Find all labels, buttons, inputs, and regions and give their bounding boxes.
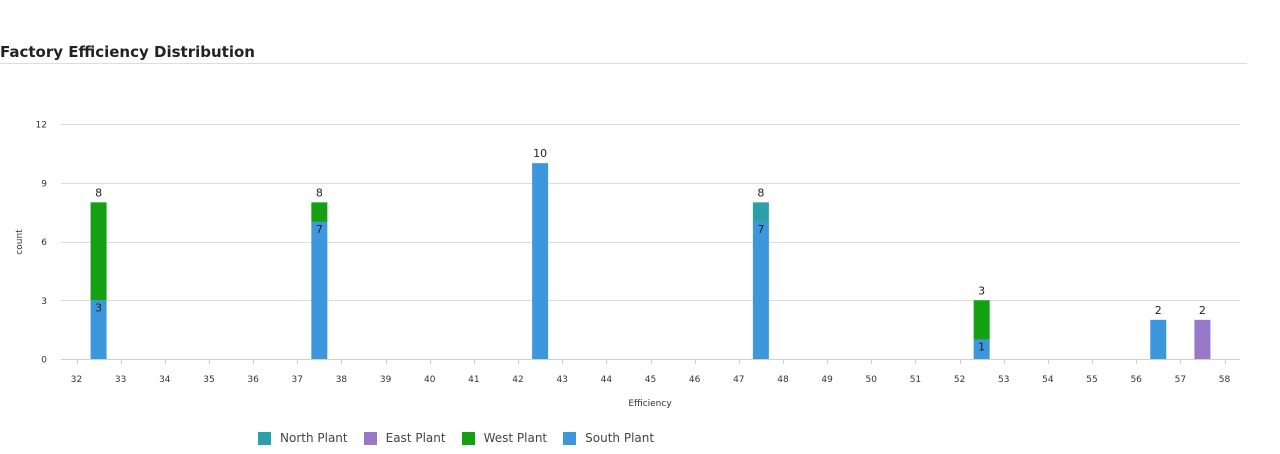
y-tick-label: 9 [41,179,47,189]
data-labels: 3 7 7 1 8 8 10 8 3 2 2 [95,147,1206,353]
bar-south-plant[interactable] [973,339,990,359]
legend-item-north-plant[interactable]: North Plant [258,431,348,445]
total-value-label: 3 [978,284,985,297]
x-tick-label: 46 [689,375,701,385]
total-value-label: 10 [533,147,547,160]
legend-label: North Plant [280,431,348,445]
y-tick-label: 6 [41,238,47,248]
x-tick-label: 58 [1219,375,1231,385]
grid-lines [61,124,1240,360]
bar-west-plant[interactable] [973,300,990,340]
total-value-label: 8 [316,186,323,199]
legend-item-south-plant[interactable]: South Plant [563,431,654,445]
x-tick-label: 47 [733,375,744,385]
x-tick-label: 43 [556,375,567,385]
total-value-label: 8 [95,186,102,199]
segment-value-label: 1 [978,340,985,353]
legend: North Plant East Plant West Plant South Pla… [258,431,670,445]
x-tick-label: 54 [1042,375,1054,385]
bar-south-plant[interactable] [1150,319,1167,359]
x-tick-label: 57 [1175,375,1186,385]
segment-value-label: 7 [757,223,764,236]
x-tick-label: 50 [866,375,878,385]
x-tick-label: 53 [998,375,1009,385]
x-tick-label: 39 [380,375,392,385]
bar-south-plant[interactable] [532,163,549,359]
bar-south-plant[interactable] [752,221,769,359]
y-tick-label: 3 [41,297,47,307]
x-axis-title: Efficiency [628,399,672,409]
x-tick-label: 49 [821,375,833,385]
total-value-label: 8 [757,186,764,199]
y-axis-title: count [15,229,25,255]
bar-south-plant[interactable] [311,221,328,359]
x-tick-label: 44 [601,375,613,385]
x-tick-label: 32 [71,375,82,385]
bar-east-plant[interactable] [1194,319,1211,359]
legend-swatch [258,431,271,445]
x-tick-label: 40 [424,375,436,385]
legend-label: South Plant [585,431,655,445]
legend-item-west-plant[interactable]: West Plant [461,431,548,445]
x-tick-label: 45 [645,375,656,385]
x-tick-label: 33 [115,375,126,385]
x-tick-label: 51 [910,375,921,385]
bar-west-plant[interactable] [90,202,107,301]
x-tick-label: 38 [336,375,348,385]
x-tick-label: 55 [1086,375,1097,385]
bar-west-plant[interactable] [311,202,328,222]
page-title: Factory Efficiency Distribution [0,43,255,61]
legend-label: East Plant [385,431,446,445]
y-tick-label: 12 [36,121,47,131]
x-tick-label: 48 [777,375,789,385]
legend-swatch [461,431,475,445]
title-divider [0,63,1247,64]
total-value-label: 2 [1199,304,1206,317]
segment-value-label: 3 [95,301,102,314]
segment-value-label: 7 [316,223,323,236]
x-tick-label: 52 [954,375,965,385]
x-tick-label: 35 [203,375,214,385]
y-tick-label: 0 [41,356,47,366]
legend-item-east-plant[interactable]: East Plant [363,431,446,445]
legend-label: West Plant [483,431,548,445]
x-tick-label: 42 [512,375,523,385]
legend-swatch [363,431,377,445]
legend-swatch [563,431,577,445]
x-tick-label: 41 [468,375,479,385]
bars [90,163,1211,359]
x-tick-label: 36 [247,375,259,385]
x-tick-label: 37 [292,375,303,385]
x-tick-label: 34 [159,375,171,385]
x-tick-label: 56 [1130,375,1142,385]
bar-north-plant[interactable] [752,202,769,222]
bar-south-plant[interactable] [90,300,107,359]
total-value-label: 2 [1155,304,1162,317]
